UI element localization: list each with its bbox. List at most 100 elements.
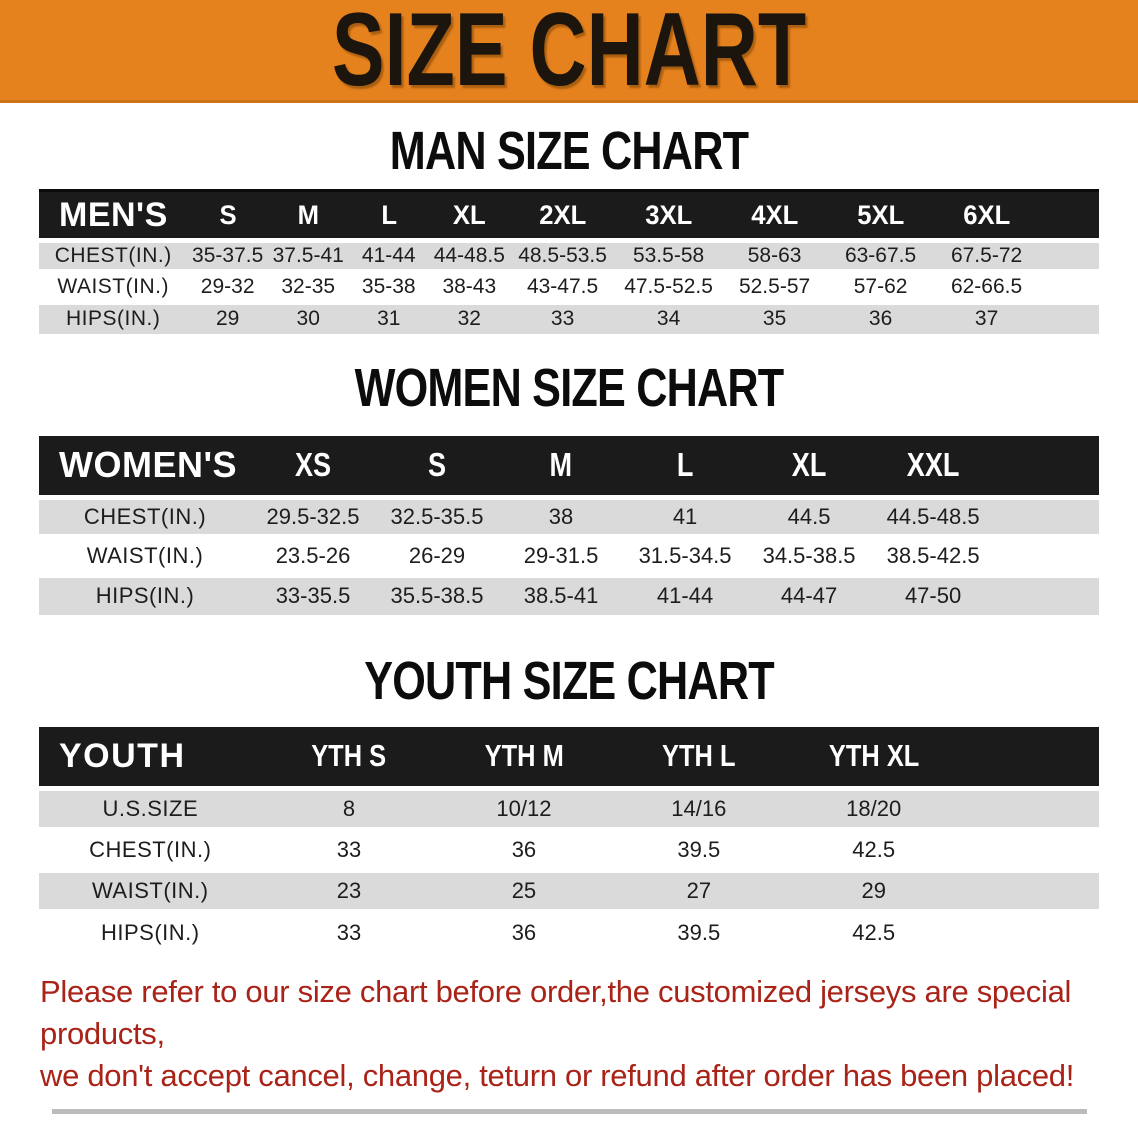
size-value-cell: 32 [429,300,510,334]
size-value-cell: 33 [261,909,437,953]
size-value-cell: 33 [509,300,616,334]
size-value-cell: 37 [933,300,1040,334]
women-hips-row: HIPS(IN.) 33-35.5 35.5-38.5 38.5-41 41-4… [39,573,1099,615]
row-label: CHEST(IN.) [39,495,251,537]
size-value-cell: 38.5-42.5 [871,534,996,576]
men-table-title-cell: MEN'S [39,189,188,241]
size-value-cell: 35-37.5 [187,238,268,272]
row-label: U.S.SIZE [39,786,262,830]
men-col-2xl: 2XL [509,189,616,241]
size-value-cell: 44.5 [747,495,872,537]
size-value-cell: 52.5-57 [721,269,828,303]
spacer-cell [961,726,1099,789]
row-label: WAIST(IN.) [39,868,262,912]
men-size-table: MEN'S S M L XL 2XL 3XL 4XL 5XL 6XL CHEST… [39,189,1099,334]
youth-size-table: YOUTH YTH S YTH M YTH L YTH XL U.S.SIZE … [39,726,1099,953]
men-chest-row: CHEST(IN.) 35-37.5 37.5-41 41-44 44-48.5… [39,238,1099,272]
size-value-cell: 27 [611,868,787,912]
spacer-cell [961,909,1099,953]
disclaimer-line-2: we don't accept cancel, change, teturn o… [40,1057,1075,1093]
spacer-cell [961,868,1099,912]
size-value-cell: 29 [786,868,962,912]
man-heading-text: MAN SIZE CHART [389,121,749,181]
size-value-cell: 8 [261,786,437,830]
men-waist-row: WAIST(IN.) 29-32 32-35 35-38 38-43 43-47… [39,269,1099,303]
women-chest-row: CHEST(IN.) 29.5-32.5 32.5-35.5 38 41 44.… [39,495,1099,537]
spacer-cell [1039,238,1099,272]
size-value-cell: 67.5-72 [933,238,1040,272]
youth-col-m: YTH M [436,726,612,789]
women-col-m: M [499,435,624,498]
women-table-header-row: WOMEN'S XS S M L XL XXL [39,435,1099,498]
size-value-cell: 33-35.5 [251,573,376,615]
size-value-cell: 35-38 [348,269,430,303]
size-value-cell: 34 [615,300,722,334]
women-table-title: WOMEN'S [59,444,238,486]
size-value-cell: 36 [827,300,934,334]
size-value-cell: 43-47.5 [509,269,616,303]
size-value-cell: 62-66.5 [933,269,1040,303]
size-value-cell: 53.5-58 [615,238,722,272]
size-value-cell: 32-35 [267,269,349,303]
size-value-cell: 42.5 [786,909,962,953]
women-col-xs: XS [251,435,376,498]
men-col-5xl: 5XL [827,189,934,241]
men-col-4xl: 4XL [721,189,828,241]
row-label: WAIST(IN.) [39,269,188,303]
size-value-cell: 31.5-34.5 [623,534,748,576]
size-value-cell: 29 [187,300,268,334]
spacer-cell [995,495,1099,537]
size-value-cell: 18/20 [786,786,962,830]
size-value-cell: 10/12 [436,786,612,830]
size-value-cell: 42.5 [786,827,962,871]
disclaimer-line-1: Please refer to our size chart before or… [40,973,1072,1051]
size-value-cell: 38 [499,495,624,537]
man-size-chart-heading: MAN SIZE CHART [0,121,1138,181]
row-label: HIPS(IN.) [39,300,188,334]
size-value-cell: 31 [348,300,430,334]
size-value-cell: 41-44 [623,573,748,615]
women-heading-text: WOMEN SIZE CHART [354,357,785,418]
size-value-cell: 35 [721,300,828,334]
size-value-cell: 41-44 [348,238,430,272]
men-col-6xl: 6XL [933,189,1040,241]
size-value-cell: 32.5-35.5 [375,495,500,537]
spacer-cell [995,534,1099,576]
size-value-cell: 57-62 [827,269,934,303]
men-col-m: M [267,189,349,241]
size-value-cell: 14/16 [611,786,787,830]
women-col-xxl: XXL [871,435,996,498]
size-value-cell: 44.5-48.5 [871,495,996,537]
size-value-cell: 38.5-41 [499,573,624,615]
disclaimer-text: Please refer to our size chart before or… [40,971,1138,1097]
men-hips-row: HIPS(IN.) 29 30 31 32 33 34 35 36 37 [39,300,1099,334]
youth-ussize-row: U.S.SIZE 8 10/12 14/16 18/20 [39,786,1099,830]
row-label: HIPS(IN.) [39,909,262,953]
youth-waist-row: WAIST(IN.) 23 25 27 29 [39,868,1099,912]
youth-heading-text: YOUTH SIZE CHART [364,650,774,711]
size-value-cell: 30 [267,300,349,334]
row-label: CHEST(IN.) [39,827,262,871]
row-label: HIPS(IN.) [39,573,251,615]
spacer-cell [995,573,1099,615]
youth-table-header-row: YOUTH YTH S YTH M YTH L YTH XL [39,726,1099,789]
youth-hips-row: HIPS(IN.) 33 36 39.5 42.5 [39,909,1099,953]
row-label: CHEST(IN.) [39,238,188,272]
spacer-cell [1039,300,1099,334]
size-value-cell: 39.5 [611,909,787,953]
size-value-cell: 23.5-26 [251,534,376,576]
size-value-cell: 41 [623,495,748,537]
youth-table-title: YOUTH [59,736,186,775]
spacer-cell [961,786,1099,830]
women-col-xl: XL [747,435,872,498]
youth-size-chart-heading: YOUTH SIZE CHART [0,650,1138,711]
size-value-cell: 44-48.5 [429,238,510,272]
size-value-cell: 36 [436,827,612,871]
size-value-cell: 29-32 [187,269,268,303]
size-value-cell: 58-63 [721,238,828,272]
youth-col-s: YTH S [261,726,437,789]
men-col-xl: XL [429,189,510,241]
size-value-cell: 63-67.5 [827,238,934,272]
women-col-l: L [623,435,748,498]
men-col-s: S [187,189,268,241]
